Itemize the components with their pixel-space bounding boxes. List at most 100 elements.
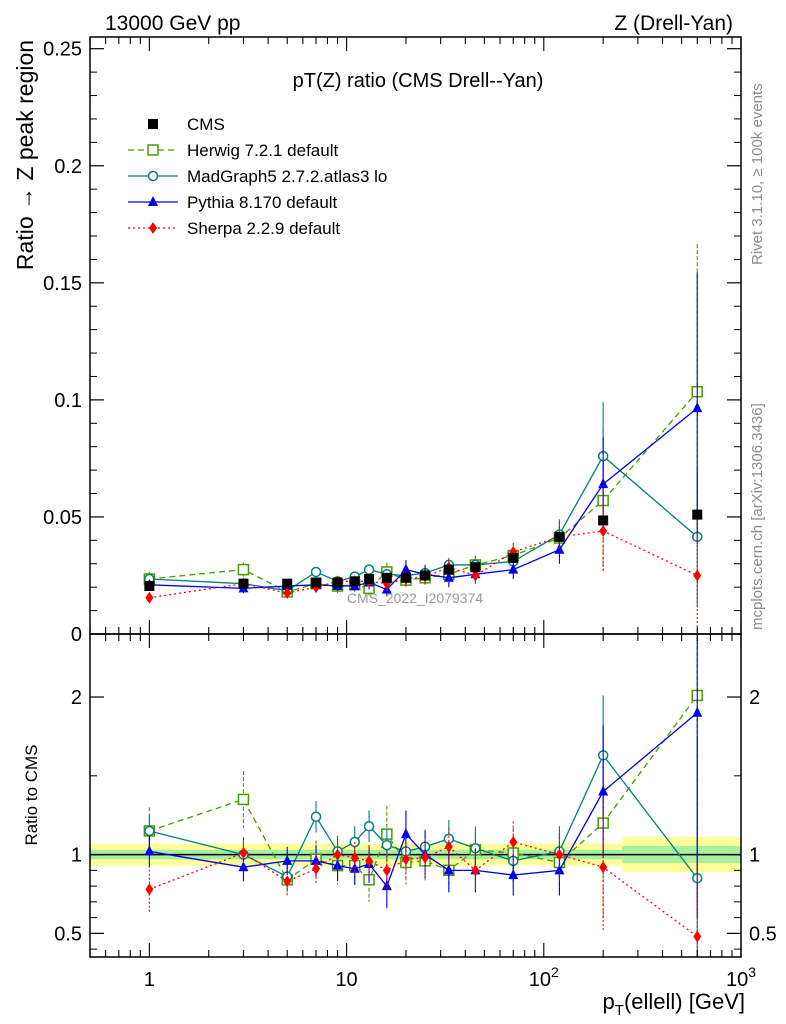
series-sherpa-2-2-9-default [145,804,702,957]
marker-diamond [421,851,430,864]
ratio-series-layer [143,634,703,957]
marker-open-circle [363,564,375,575]
marker-diamond [145,883,154,896]
marker-triangle [554,864,565,875]
marker-diamond [471,864,480,877]
marker-diamond [382,864,391,877]
marker-square [420,570,431,581]
marker-open-circle [381,839,393,851]
ratio-y-tick-label: 0.5 [54,923,82,945]
series-line [149,530,698,599]
series-line [149,455,698,592]
marker-square [508,552,519,563]
ratio-y-tick-label: 2 [71,687,82,709]
y-tick-label: 0 [71,624,82,646]
ratio-frame [89,633,742,958]
ratio-y-tick-label-right: 1 [749,845,760,867]
marker-square [470,562,481,573]
marker-square [238,578,249,589]
x-tick-label: 103 [726,964,756,991]
marker-square [554,531,565,542]
marker-triangle [282,854,293,865]
marker-diamond [555,848,564,861]
legend-item: Pythia 8.170 default [128,193,338,212]
y-tick-label: 0.2 [54,156,82,178]
marker-square [400,572,411,583]
x-tick-label: 102 [529,964,559,991]
series-line [149,712,698,888]
marker-triangle [598,785,609,796]
x-tick-label: 10 [335,969,357,991]
legend-label: MadGraph5 2.7.2.atlas3 lo [187,167,387,186]
legend-item: Herwig 7.2.1 default [128,141,338,160]
legend-label: CMS [187,115,225,134]
main-panel: pT(Z) ratio (CMS Drell--Yan) CMS_2022_I2… [12,36,742,646]
marker-diamond [599,524,608,537]
y-tick-label: 0.1 [54,390,82,412]
marker-open-circle [310,566,322,578]
marker-diamond [365,854,374,867]
marker-triangle [400,563,411,574]
y-tick-label: 0.25 [43,39,82,61]
marker-square [311,577,322,588]
ratio-y-tick-label: 1 [71,845,82,867]
marker-diamond [239,847,248,860]
marker-square [364,573,375,584]
ratio-y-tick-label-right: 2 [749,687,760,709]
header-right-label: Z (Drell-Yan) [614,12,733,35]
marker-square [598,515,609,526]
legend-item: MadGraph5 2.7.2.atlas3 lo [128,167,387,186]
marker-open-circle [363,820,375,832]
legend-item: CMS [148,115,225,134]
y-tick-label: 0.05 [43,507,82,529]
ratio-y-axis-label: Ratio to CMS [22,744,41,845]
marker-open-square [237,793,250,806]
marker-triangle [692,402,703,413]
legend: CMS Herwig 7.2.1 default MadGraph5 2.7.2.a… [128,115,387,238]
series-line [149,391,698,593]
marker-diamond [149,222,157,234]
series-line [149,841,698,938]
marker-triangle [598,478,609,489]
series-madgraph5-2-7-2-atlas3-lo [144,695,703,957]
ratio-axes: 0.5 0.5 1 1 2 2 1 10 102 103 [54,634,777,991]
series-line [149,754,698,879]
watermark-label: CMS_2022_I2079374 [347,590,483,606]
marker-square [148,119,158,129]
marker-diamond [444,840,453,853]
marker-open-square [147,144,159,156]
marker-triangle [400,828,411,839]
marker-square [381,572,392,583]
marker-diamond [693,569,702,582]
legend-item: Sherpa 2.2.9 default [128,219,340,238]
x-axis-label: pT(ellell) [GeV] [603,989,745,1019]
marker-diamond [333,848,342,861]
marker-diamond [693,930,702,943]
marker-square [144,581,155,592]
marker-diamond [509,835,518,848]
legend-label: Sherpa 2.2.9 default [187,219,340,238]
main-y-axis-label: Ratio → Z peak region [12,40,38,270]
marker-diamond [283,875,292,888]
marker-diamond [145,591,154,604]
rivet-label: Rivet 3.1.10, ≥ 100k events [749,83,766,265]
marker-diamond [401,853,410,866]
marker-diamond [471,569,480,582]
marker-open-circle [147,170,159,182]
marker-triangle [692,706,703,717]
marker-diamond [312,862,321,875]
marker-triangle [148,196,158,206]
marker-square [349,576,360,587]
marker-square [282,578,293,589]
header-left-label: 13000 GeV pp [105,12,240,35]
marker-triangle [443,864,454,875]
marker-triangle [508,869,519,880]
legend-label: Herwig 7.2.1 default [187,141,338,160]
marker-triangle [144,845,155,856]
marker-open-square [237,563,250,576]
main-series-layer [143,244,703,634]
marker-diamond [350,851,359,864]
marker-diamond [599,861,608,874]
legend-label: Pythia 8.170 default [187,193,338,212]
